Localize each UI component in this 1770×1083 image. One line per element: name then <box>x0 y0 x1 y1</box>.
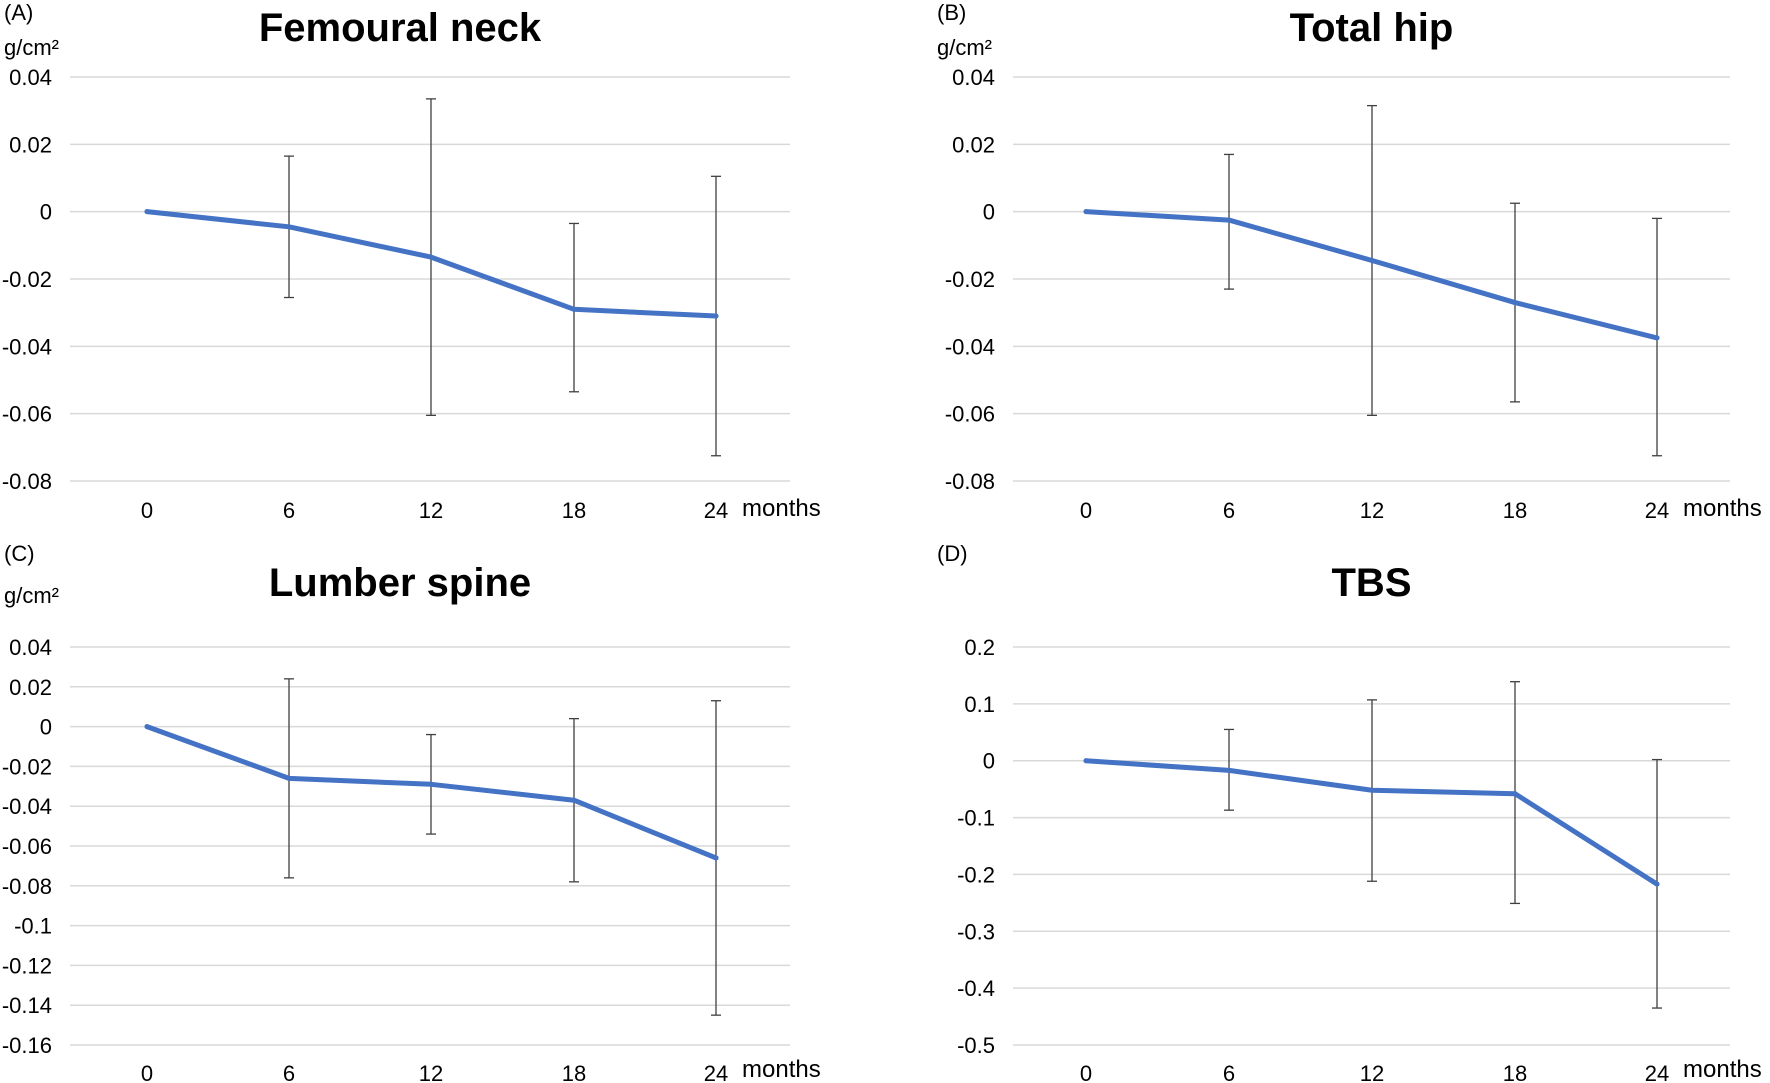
chart-title: Femoural neck <box>259 6 542 50</box>
y-tick-label: -0.02 <box>2 267 52 292</box>
panel-label: (B) <box>937 0 966 25</box>
x-tick-label: 12 <box>1360 1061 1384 1082</box>
y-tick-label: -0.04 <box>945 334 995 359</box>
panel-label: (A) <box>4 0 33 25</box>
x-axis-label: months <box>742 495 821 522</box>
y-tick-label: -0.5 <box>957 1033 995 1058</box>
y-tick-label: 0.04 <box>9 635 52 660</box>
chart-svg-d: (D) TBS 0.2 0.1 0 -0.1 -0.2 -0.3 -0.4 -0.5 0 6 12 18 2… <box>937 541 1762 1082</box>
chart-panel-b: (B) g/cm² Total hip 0.04 0.02 0 -0.02 -0.04 -0.0… <box>885 0 1770 541</box>
data-point <box>1083 758 1089 764</box>
data-point <box>713 313 719 319</box>
data-point <box>571 797 577 803</box>
chart-panel-a: (A) g/cm² Femoural neck 0.04 0.02 0 -0.02 -0.04… <box>0 0 885 541</box>
y-tick-label: 0 <box>40 715 52 740</box>
data-point <box>1083 209 1089 215</box>
x-tick-label: 0 <box>141 1061 153 1082</box>
data-point <box>144 724 150 730</box>
data-point <box>1369 257 1375 263</box>
y-tick-label: -0.08 <box>2 469 52 494</box>
x-tick-label: 6 <box>1223 1061 1235 1082</box>
y-tick-label: -0.14 <box>2 993 52 1018</box>
y-tick-label: 0 <box>40 200 52 225</box>
data-point <box>1369 787 1375 793</box>
chart-svg-c: (C) g/cm² Lumber spine 0.04 0.02 0 -0.02 -0.04 -… <box>2 541 821 1082</box>
y-tick-label: -0.06 <box>945 402 995 427</box>
y-tick-label: 0.04 <box>9 65 52 90</box>
y-tick-label: -0.2 <box>957 862 995 887</box>
x-tick-label: 0 <box>141 498 153 523</box>
y-tick-label: 0.04 <box>952 65 995 90</box>
y-tick-label: 0.02 <box>952 132 995 157</box>
chart-svg-b: (B) g/cm² Total hip 0.04 0.02 0 -0.02 -0.04 -0.0… <box>937 0 1762 523</box>
x-axis-label: months <box>1683 495 1762 522</box>
y-tick-label: -0.12 <box>2 953 52 978</box>
x-tick-label: 0 <box>1080 1061 1092 1082</box>
data-point <box>1512 300 1518 306</box>
y-tick-label: -0.08 <box>2 874 52 899</box>
y-tick-label: 0.1 <box>964 692 995 717</box>
y-tick-label: -0.08 <box>945 469 995 494</box>
chart-panel-c: (C) g/cm² Lumber spine 0.04 0.02 0 -0.02 -0.04 -… <box>0 541 885 1082</box>
x-tick-label: 24 <box>704 1061 728 1082</box>
data-point <box>144 209 150 215</box>
y-tick-label: -0.02 <box>945 267 995 292</box>
data-point <box>1226 767 1232 773</box>
data-point <box>286 224 292 230</box>
x-tick-label: 18 <box>1503 1061 1527 1082</box>
data-point <box>428 254 434 260</box>
y-tick-label: -0.1 <box>957 806 995 831</box>
y-axis-unit-label: g/cm² <box>4 583 59 608</box>
y-tick-label: -0.1 <box>14 914 52 939</box>
chart-title: TBS <box>1332 561 1412 605</box>
y-tick-label: 0.02 <box>9 675 52 700</box>
y-tick-label: -0.04 <box>2 794 52 819</box>
x-tick-label: 12 <box>419 498 443 523</box>
y-tick-label: -0.06 <box>2 834 52 859</box>
panel-label: (D) <box>937 541 968 566</box>
data-point <box>428 781 434 787</box>
chart-svg-a: (A) g/cm² Femoural neck 0.04 0.02 0 -0.02 -0.04… <box>2 0 821 523</box>
y-tick-label: -0.02 <box>2 754 52 779</box>
data-point <box>1512 791 1518 797</box>
y-tick-label: 0.02 <box>9 132 52 157</box>
x-tick-label: 0 <box>1080 498 1092 523</box>
y-tick-label: -0.3 <box>957 919 995 944</box>
data-point <box>713 855 719 861</box>
chart-title: Lumber spine <box>269 561 531 605</box>
x-tick-label: 12 <box>1360 498 1384 523</box>
data-point <box>1654 881 1660 887</box>
x-tick-label: 24 <box>704 498 728 523</box>
data-point <box>286 775 292 781</box>
x-tick-label: 24 <box>1645 1061 1669 1082</box>
x-tick-label: 18 <box>562 1061 586 1082</box>
panel-label: (C) <box>4 541 35 566</box>
y-tick-label: 0 <box>983 200 995 225</box>
x-tick-label: 18 <box>562 498 586 523</box>
y-tick-label: -0.04 <box>2 334 52 359</box>
x-tick-label: 6 <box>1223 498 1235 523</box>
x-tick-label: 12 <box>419 1061 443 1082</box>
y-tick-label: -0.4 <box>957 976 995 1001</box>
data-point <box>571 306 577 312</box>
y-tick-label: -0.06 <box>2 402 52 427</box>
y-axis-unit-label: g/cm² <box>4 35 59 60</box>
x-tick-label: 24 <box>1645 498 1669 523</box>
x-tick-label: 6 <box>283 498 295 523</box>
x-tick-label: 18 <box>1503 498 1527 523</box>
data-point <box>1226 217 1232 223</box>
data-point <box>1654 335 1660 341</box>
x-axis-label: months <box>1683 1056 1762 1082</box>
y-axis-unit-label: g/cm² <box>937 35 992 60</box>
y-tick-label: 0.2 <box>964 635 995 660</box>
x-axis-label: months <box>742 1056 821 1082</box>
x-tick-label: 6 <box>283 1061 295 1082</box>
chart-panel-d: (D) TBS 0.2 0.1 0 -0.1 -0.2 -0.3 -0.4 -0.5 0 6 12 18 2… <box>885 541 1770 1082</box>
chart-title: Total hip <box>1290 6 1454 50</box>
y-tick-label: -0.16 <box>2 1033 52 1058</box>
y-tick-label: 0 <box>983 749 995 774</box>
